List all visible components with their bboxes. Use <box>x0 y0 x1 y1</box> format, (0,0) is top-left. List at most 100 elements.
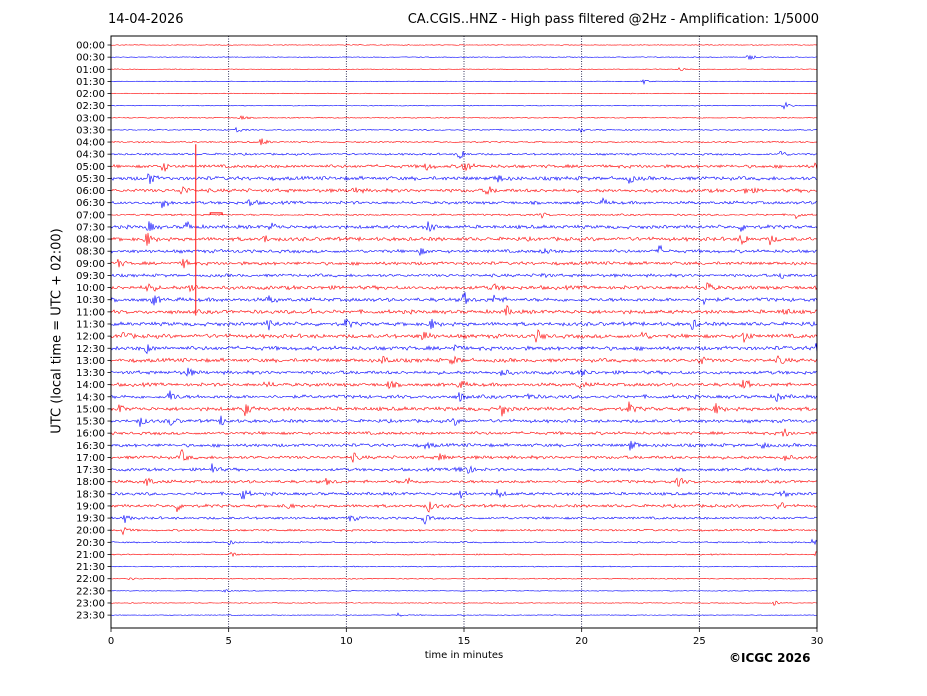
trace-0100 <box>110 67 818 72</box>
row-label: 05:30 <box>76 174 105 185</box>
trace-1400 <box>110 379 818 390</box>
row-label: 16:00 <box>76 429 105 440</box>
trace-0930 <box>110 272 818 279</box>
chart-title: CA.CGIS..HNZ - High pass filtered @2Hz -… <box>407 12 819 27</box>
trace-2230 <box>110 589 818 593</box>
trace-1430 <box>110 390 818 403</box>
row-label: 09:00 <box>76 259 105 270</box>
x-tick-label: 10 <box>340 636 353 647</box>
trace-0700 <box>110 212 818 220</box>
trace-1730 <box>110 463 818 474</box>
trace-0530 <box>110 173 818 184</box>
trace-1600 <box>110 428 818 437</box>
trace-1530 <box>110 415 818 427</box>
trace-0200 <box>110 92 818 95</box>
row-label: 15:00 <box>76 404 105 415</box>
trace-0300 <box>110 115 818 121</box>
trace-1230 <box>110 343 818 355</box>
row-label: 01:30 <box>76 77 105 88</box>
trace-0400 <box>110 138 818 146</box>
x-axis-label: time in minutes <box>424 650 504 661</box>
trace-0330 <box>110 126 818 134</box>
row-label: 20:00 <box>76 526 105 537</box>
trace-1130 <box>110 318 818 331</box>
artifact-step <box>209 212 223 215</box>
trace-0900 <box>110 258 818 269</box>
row-label: 20:30 <box>76 538 105 549</box>
trace-2200 <box>110 577 818 581</box>
row-label: 06:00 <box>76 186 105 197</box>
row-label: 19:00 <box>76 501 105 512</box>
x-tick-label: 30 <box>811 636 824 647</box>
row-label: 13:00 <box>76 356 105 367</box>
row-label: 09:30 <box>76 271 105 282</box>
row-label: 11:30 <box>76 319 105 330</box>
row-label: 04:00 <box>76 138 105 149</box>
trace-1800 <box>110 477 818 487</box>
trace-0430 <box>110 150 818 159</box>
row-label: 10:30 <box>76 295 105 306</box>
row-label: 21:00 <box>76 550 105 561</box>
trace-1830 <box>110 489 818 500</box>
trace-0500 <box>110 162 818 172</box>
x-tick-label: 25 <box>693 636 706 647</box>
trace-2300 <box>110 600 818 606</box>
row-label: 04:30 <box>76 150 105 161</box>
row-label: 22:30 <box>76 586 105 597</box>
row-label: 16:30 <box>76 441 105 452</box>
x-tick-label: 15 <box>458 636 471 647</box>
row-label: 18:00 <box>76 477 105 488</box>
trace-1030 <box>110 292 818 306</box>
row-label: 17:00 <box>76 453 105 464</box>
trace-1700 <box>110 448 818 463</box>
trace-2130 <box>110 565 818 568</box>
row-label: 19:30 <box>76 514 105 525</box>
row-label: 05:00 <box>76 162 105 173</box>
row-label: 18:30 <box>76 489 105 500</box>
row-label: 23:30 <box>76 611 105 622</box>
trace-2030 <box>110 538 818 546</box>
row-label: 11:00 <box>76 307 105 318</box>
trace-1000 <box>110 282 818 293</box>
row-label: 23:00 <box>76 598 105 609</box>
row-label: 03:00 <box>76 113 105 124</box>
row-label: 06:30 <box>76 198 105 209</box>
row-label: 14:30 <box>76 392 105 403</box>
row-label: 12:00 <box>76 332 105 343</box>
row-label: 17:30 <box>76 465 105 476</box>
x-tick-label: 5 <box>225 636 231 647</box>
trace-1330 <box>110 367 818 377</box>
trace-2100 <box>110 551 818 558</box>
row-label: 21:30 <box>76 562 105 573</box>
row-label: 02:30 <box>76 101 105 112</box>
trace-0030 <box>110 54 818 61</box>
row-label: 01:00 <box>76 65 105 76</box>
x-tick-label: 0 <box>108 636 114 647</box>
trace-1930 <box>110 515 818 525</box>
trace-0230 <box>110 101 818 110</box>
row-label: 07:30 <box>76 222 105 233</box>
row-label: 03:30 <box>76 125 105 136</box>
trace-1900 <box>110 501 818 513</box>
row-label: 14:00 <box>76 380 105 391</box>
trace-0830 <box>110 244 818 256</box>
row-label: 08:00 <box>76 235 105 246</box>
trace-0730 <box>110 220 818 232</box>
copyright-notice: ©ICGC 2026 <box>729 651 811 665</box>
trace-1500 <box>110 401 818 417</box>
trace-1300 <box>110 355 818 365</box>
row-label: 00:00 <box>76 41 105 52</box>
row-label: 22:00 <box>76 574 105 585</box>
row-label: 15:30 <box>76 417 105 428</box>
trace-0130 <box>110 79 818 86</box>
row-label: 00:30 <box>76 53 105 64</box>
trace-1100 <box>110 304 818 316</box>
row-label: 13:30 <box>76 368 105 379</box>
row-label: 10:00 <box>76 283 105 294</box>
trace-0600 <box>110 186 818 195</box>
trace-1630 <box>110 440 818 451</box>
row-label: 08:30 <box>76 247 105 258</box>
row-label: 12:30 <box>76 344 105 355</box>
chart-date: 14-04-2026 <box>108 12 184 27</box>
